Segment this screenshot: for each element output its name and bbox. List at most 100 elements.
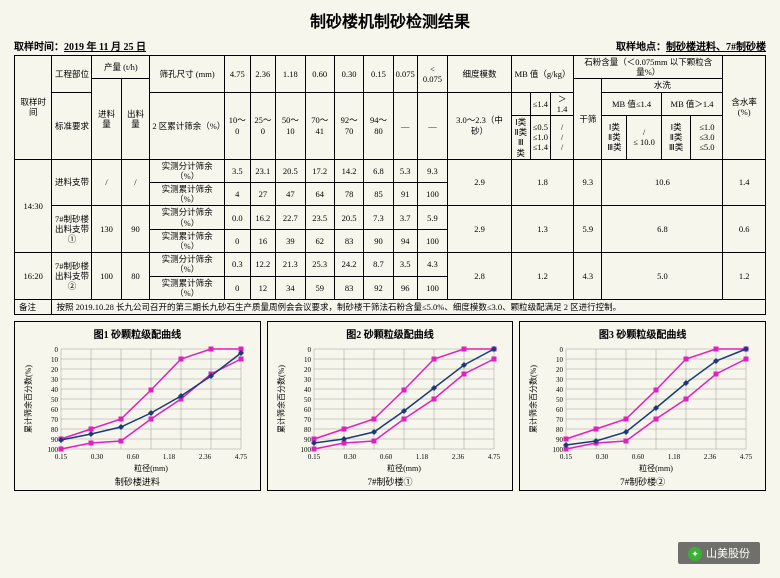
zv1: 25～0 [250,92,276,159]
sieve-1: 2.36 [250,56,276,93]
sample-loc: 取样地点：制砂楼进料、7#制砂楼 [616,38,766,53]
mb-rows: Ⅰ类Ⅱ类Ⅲ类 [511,115,530,159]
col-water: 含水率 (%) [723,56,766,160]
wash-c1: /≤ 10.0 [627,115,661,159]
chart-box: 图2 砂颗粒级配曲线01020304050607080901000.150.30… [267,321,514,491]
svg-text:2.36: 2.36 [452,453,465,461]
val-cell: 27 [250,183,276,206]
svg-text:50: 50 [304,396,312,404]
val-cell: 0.3 [225,253,251,276]
val-cell: 23.5 [305,206,334,229]
val-cell: 12 [250,276,276,299]
col-sieve: 筛孔尺寸 (mm) [150,56,225,93]
svg-text:80: 80 [556,426,564,434]
dry-cell: 5.9 [574,206,602,253]
sieve-0: 4.75 [225,56,251,93]
val-cell: 21.3 [276,253,305,276]
zv7: — [417,92,447,159]
in-cell: 130 [92,206,121,253]
val-cell: 96 [393,276,417,299]
val-cell: 0 [225,276,251,299]
fine-cell: 2.8 [448,253,512,300]
out-cell: 80 [121,253,150,300]
time-cell: 16:20 [15,253,52,300]
svg-text:60: 60 [51,406,59,414]
val-cell: 12.2 [250,253,276,276]
sieve-6: 0.075 [393,56,417,93]
chart-sub: 7#制砂楼① [274,475,507,488]
val-cell: 100 [417,183,447,206]
water-cell: 1.2 [723,253,766,300]
water-cell: 1.4 [723,159,766,206]
col-out: 出料量 [121,79,150,159]
main-table: 取样时间 工程部位 产量 (t/h) 筛孔尺寸 (mm) 4.75 2.36 1… [14,55,766,315]
val-cell: 94 [393,229,417,252]
svg-text:0: 0 [55,346,59,354]
svg-text:0.30: 0.30 [91,453,104,461]
col-part: 工程部位 [52,56,92,93]
chart-sub: 7#制砂楼② [526,475,759,488]
svg-text:累计筛余百分数(%): 累计筛余百分数(%) [528,365,538,433]
chart-title: 图1 砂颗粒级配曲线 [21,326,254,341]
svg-text:1.18: 1.18 [163,453,176,461]
in-cell: 100 [92,253,121,300]
svg-text:0.15: 0.15 [308,453,321,461]
chart-box: 图3 砂颗粒级配曲线01020304050607080901000.150.30… [519,321,766,491]
wash-h1: MB 值≤1.4 [602,92,661,115]
svg-text:4.75: 4.75 [488,453,501,461]
sample-time: 取样时间：2019 年 11 月 25 日 [14,38,146,53]
val-cell: 3.5 [393,253,417,276]
std-label: 标准要求 [52,92,92,159]
charts-row: 图1 砂颗粒级配曲线01020304050607080901000.150.30… [14,321,766,491]
chart-title: 图3 砂颗粒级配曲线 [526,326,759,341]
mb-blank [511,92,530,115]
part-cell: 进料支带 [52,159,92,206]
svg-text:0: 0 [307,346,311,354]
val-cell: 20.5 [334,206,363,229]
mb-gt: ＞1.4 [550,92,573,115]
dry-cell: 9.3 [574,159,602,206]
svg-text:90: 90 [51,436,59,444]
chart: 01020304050607080901000.150.300.601.182.… [526,343,759,473]
sieve-2: 1.18 [276,56,305,93]
svg-text:70: 70 [556,416,564,424]
svg-text:粒径(mm): 粒径(mm) [387,463,421,473]
mb-rows: ≤0.5≤1.0≤1.4 [530,115,550,159]
svg-text:4.75: 4.75 [740,453,753,461]
svg-text:粒径(mm): 粒径(mm) [639,463,673,473]
svg-text:40: 40 [304,386,312,394]
col-powder: 石粉含量（＜0.075mm 以下颗粒含量%） [574,56,723,79]
val-cell: 24.2 [334,253,363,276]
val-cell: 3.5 [225,159,251,182]
zv0: 10～0 [225,92,251,159]
zv2: 50～10 [276,92,305,159]
val-cell: 4.3 [417,253,447,276]
val-cell: 14.2 [334,159,363,182]
svg-text:80: 80 [51,426,59,434]
dry-cell: 4.3 [574,253,602,300]
svg-text:2.36: 2.36 [199,453,212,461]
zv4: 92～70 [334,92,363,159]
val-cell: 100 [417,229,447,252]
svg-text:0.60: 0.60 [632,453,645,461]
svg-text:0.60: 0.60 [127,453,140,461]
chart-sub: 制砂楼进料 [21,475,254,488]
val-cell: 85 [364,183,393,206]
svg-text:0.60: 0.60 [380,453,393,461]
val-cell: 9.3 [417,159,447,182]
col-wash: 水洗 [602,79,723,92]
label-cell: 实测累计筛余（%） [150,276,225,299]
svg-text:90: 90 [304,436,312,444]
wash-h2: MB 值＞1.4 [661,92,723,115]
mb-le: ≤1.4 [530,92,550,115]
svg-text:0.15: 0.15 [55,453,68,461]
svg-text:10: 10 [556,356,564,364]
val-cell: 5.3 [393,159,417,182]
part-cell: 7#制砂楼出料支带① [52,206,92,253]
val-cell: 3.7 [393,206,417,229]
chart-title: 图2 砂颗粒级配曲线 [274,326,507,341]
svg-text:4.75: 4.75 [235,453,248,461]
in-cell: / [92,159,121,206]
val-cell: 16.2 [250,206,276,229]
val-cell: 39 [276,229,305,252]
